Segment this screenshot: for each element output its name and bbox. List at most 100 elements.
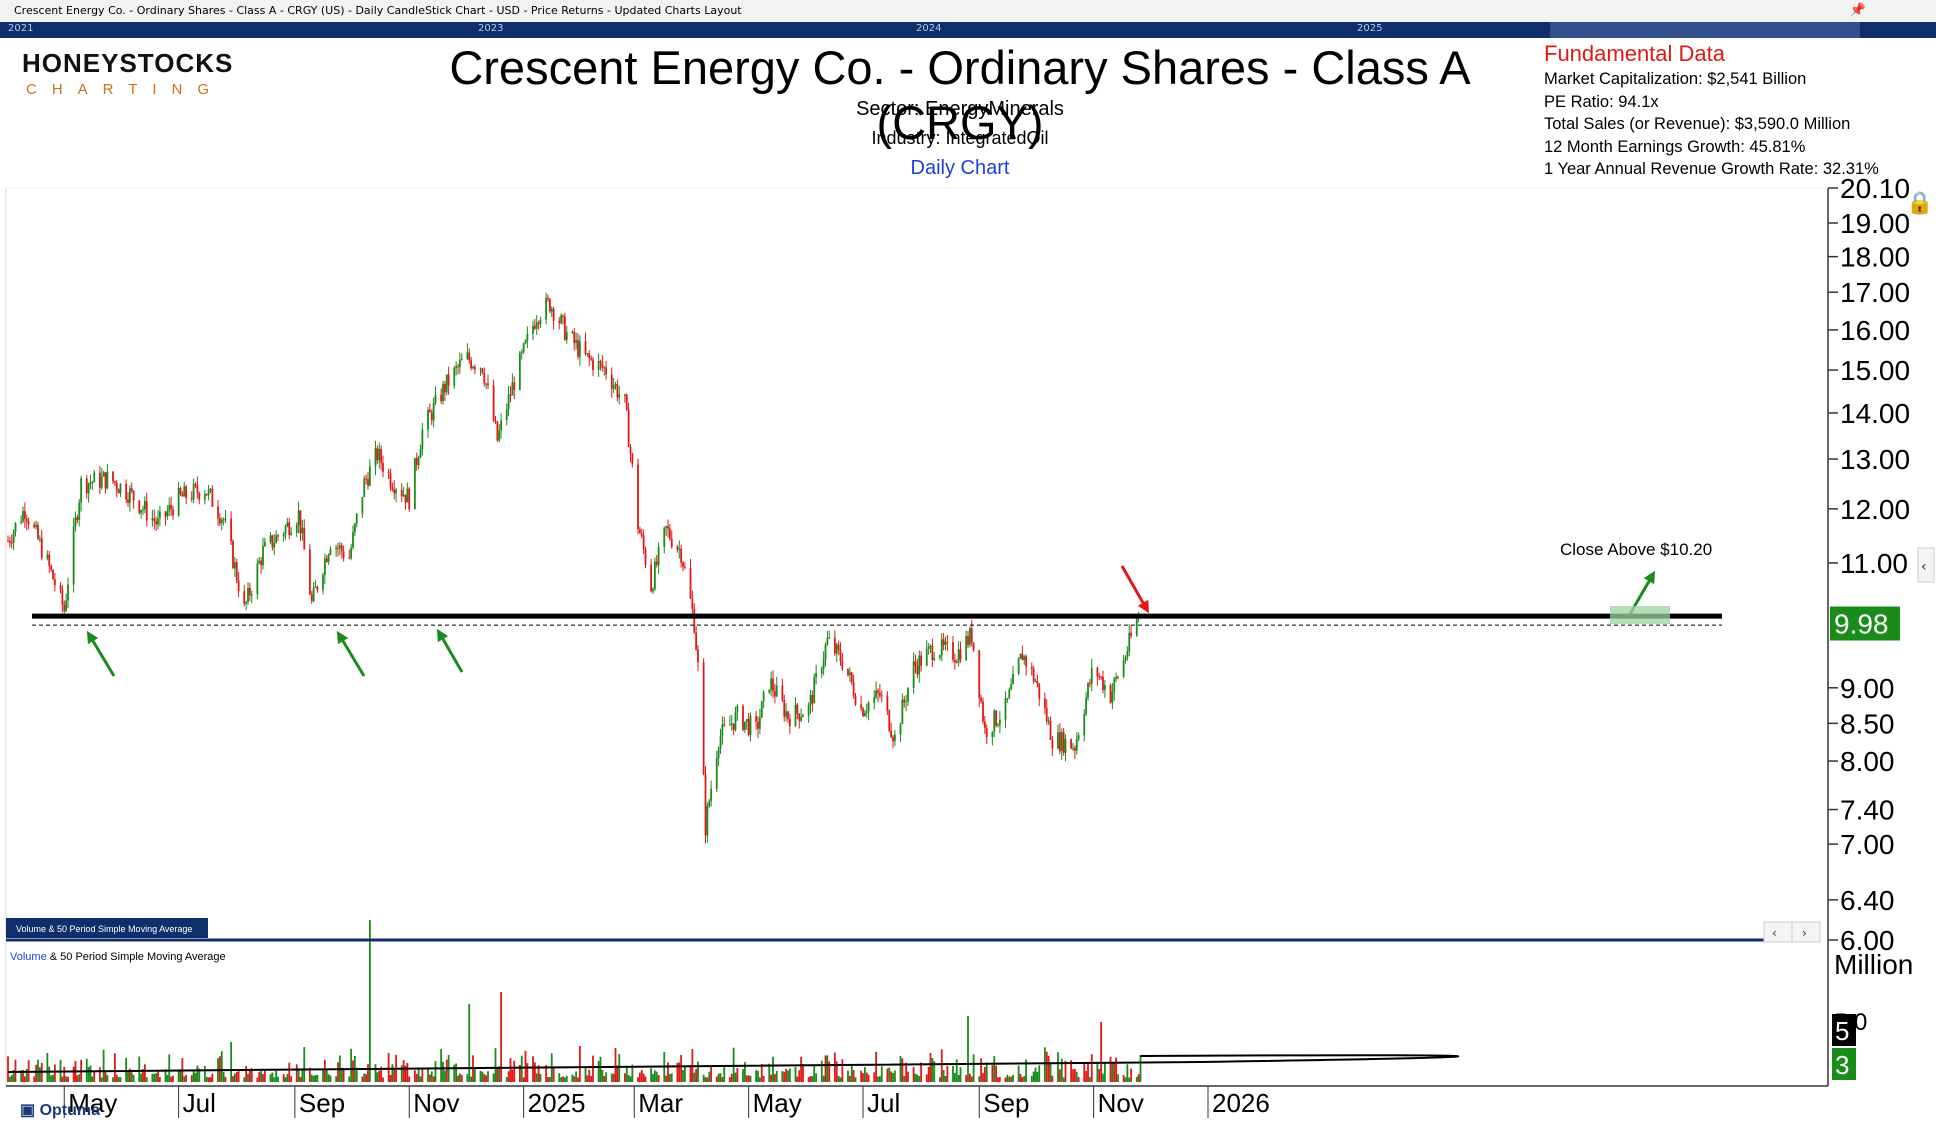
candle-body xyxy=(207,489,210,496)
volume-bar xyxy=(1049,1062,1052,1082)
volume-bar xyxy=(967,1016,969,1082)
volume-bar xyxy=(719,1073,722,1082)
candle-body xyxy=(668,528,671,539)
volume-bar xyxy=(112,1077,114,1082)
navigator-window[interactable] xyxy=(1550,22,1860,38)
volume-bar xyxy=(1098,1069,1101,1082)
candle-body xyxy=(286,522,289,527)
volume-bar xyxy=(927,1066,930,1082)
candle-body xyxy=(117,489,120,494)
candle-body xyxy=(190,498,193,500)
candle-body xyxy=(256,563,259,595)
volume-bar xyxy=(1017,1065,1020,1082)
candle-body xyxy=(815,673,818,678)
volume-bar xyxy=(890,1071,893,1082)
candle-body xyxy=(603,367,606,369)
volume-bar xyxy=(205,1076,208,1082)
pin-icon[interactable]: 📌 xyxy=(1849,3,1866,18)
volume-bar xyxy=(468,1004,471,1082)
volume-bar xyxy=(721,1077,724,1082)
candle-body xyxy=(430,412,433,421)
volume-bar xyxy=(689,1064,692,1082)
volume-bar xyxy=(337,1062,339,1082)
volume-bar xyxy=(72,1066,75,1082)
volume-bar xyxy=(539,1073,542,1082)
volume-bar xyxy=(637,1077,639,1082)
volume-panel-tab[interactable] xyxy=(6,918,208,938)
volume-bar xyxy=(545,1065,548,1082)
price-tick-label: 8.50 xyxy=(1840,708,1895,739)
volume-bar xyxy=(1062,1077,1065,1082)
chevron-left-icon: ‹ xyxy=(1921,559,1927,575)
candle-body xyxy=(342,551,345,558)
volume-bar xyxy=(533,1062,536,1082)
volume-bar xyxy=(1047,1055,1050,1082)
candle-body xyxy=(284,526,287,535)
candle-body xyxy=(513,382,516,390)
volume-bar xyxy=(316,1074,319,1082)
lock-icon[interactable]: 🔒 xyxy=(1906,191,1933,216)
candle-body xyxy=(1090,667,1093,684)
candle-body xyxy=(205,493,208,496)
volume-bar xyxy=(310,1074,313,1082)
volume-bar xyxy=(220,1051,223,1082)
volume-bar xyxy=(678,1062,681,1082)
volume-bar xyxy=(757,1070,759,1082)
candle-body xyxy=(177,487,180,516)
candle-body xyxy=(382,462,384,472)
volume-bar xyxy=(695,1068,698,1082)
time-tick-label: 2025 xyxy=(528,1088,586,1118)
price-tick-label: 20.10 xyxy=(1840,173,1910,204)
volume-bar xyxy=(1023,1076,1026,1082)
candle-body xyxy=(719,736,722,749)
volume-bar xyxy=(957,1074,960,1082)
volume-bar xyxy=(323,1059,326,1082)
volume-bar xyxy=(207,1077,210,1082)
volume-bar xyxy=(931,1058,934,1082)
volume-bar xyxy=(427,1067,429,1082)
volume-bar xyxy=(277,1076,279,1082)
volume-bar xyxy=(509,1057,512,1082)
candle-body xyxy=(76,517,79,520)
optuma-icon: ▣ xyxy=(20,1102,36,1119)
volume-bar xyxy=(243,1077,246,1082)
scroll-left-button[interactable] xyxy=(1763,921,1793,943)
candle-body xyxy=(833,637,836,654)
timeline-navigator[interactable]: 2021 2023 2024 2025 xyxy=(0,22,1936,38)
candle-body xyxy=(258,560,261,564)
volume-bar xyxy=(170,1076,173,1082)
candle-body xyxy=(378,448,381,461)
candle-body xyxy=(492,385,495,421)
volume-bar xyxy=(734,1072,737,1082)
volume-bar xyxy=(616,1065,619,1082)
volume-bar xyxy=(1090,1054,1093,1082)
candle-body xyxy=(271,535,274,548)
candle-body xyxy=(400,489,403,497)
volume-bar xyxy=(995,1065,998,1082)
volume-bar xyxy=(833,1052,836,1082)
candle-body xyxy=(10,542,13,544)
time-axis[interactable]: May Jul Sep Nov 2025 Mar May Jul Sep Nov 2026 xyxy=(6,1085,1828,1118)
volume-bar xyxy=(168,1054,171,1082)
candle-body xyxy=(48,554,51,566)
annotations: Close Above $10.20 xyxy=(86,540,1712,677)
candle-body xyxy=(682,562,684,567)
candle-body xyxy=(142,509,144,511)
candle-body xyxy=(925,648,928,666)
candle-body xyxy=(1117,676,1119,678)
support-arrow xyxy=(86,630,116,677)
candle-body xyxy=(232,541,234,568)
volume-bar xyxy=(755,1070,758,1082)
volume-bar xyxy=(1128,1077,1131,1082)
scroll-right-button[interactable] xyxy=(1791,921,1821,943)
candle-body xyxy=(1115,676,1118,679)
candle-body xyxy=(526,333,529,341)
volume-bar xyxy=(588,1069,591,1082)
price-candles[interactable] xyxy=(7,292,1140,844)
candle-body xyxy=(419,449,422,458)
collapse-panel-button[interactable] xyxy=(1917,547,1935,583)
candle-body xyxy=(322,574,324,590)
candle-body xyxy=(1017,658,1020,674)
